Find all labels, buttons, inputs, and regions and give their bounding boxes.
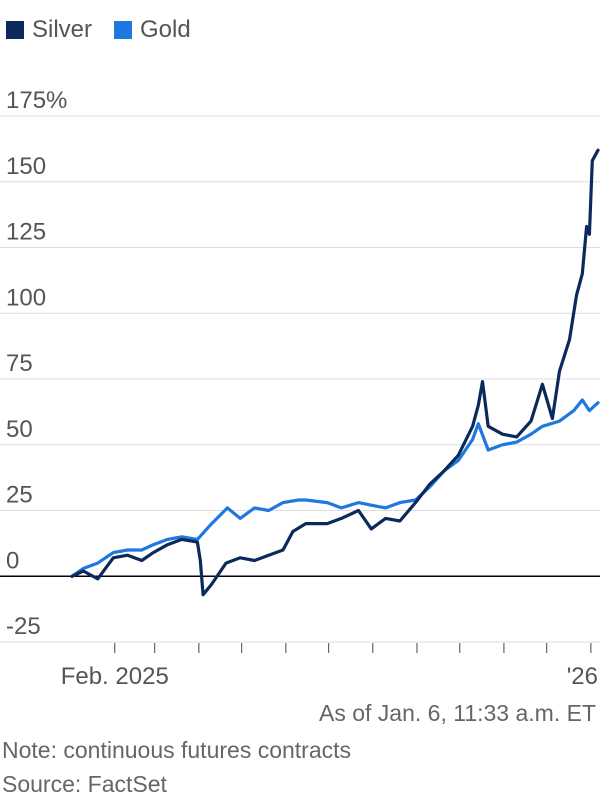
y-tick-label-3: 100 bbox=[6, 284, 46, 311]
chart-legend: Silver Gold bbox=[6, 16, 191, 44]
series-line-silver bbox=[70, 148, 600, 597]
y-tick-label-2: 125 bbox=[6, 219, 46, 246]
y-tick-label-7: 0 bbox=[6, 547, 19, 574]
line-chart: 175% 150 125 100 75 50 25 0 -25 Feb. 2025 '26 bbox=[0, 87, 600, 690]
legend-item-silver: Silver bbox=[6, 16, 92, 44]
as-of-timestamp: As of Jan. 6, 11:33 a.m. ET bbox=[319, 700, 596, 726]
y-tick-label-0: 175% bbox=[6, 87, 67, 114]
series-line-gold bbox=[70, 398, 600, 578]
y-tick-label-4: 75 bbox=[6, 350, 33, 377]
y-tick-label-1: 150 bbox=[6, 153, 46, 180]
legend-swatch-silver bbox=[6, 21, 24, 39]
x-tick-label-1: '26 bbox=[567, 663, 598, 690]
x-tick-label-0: Feb. 2025 bbox=[61, 663, 169, 690]
y-tick-label-6: 25 bbox=[6, 482, 33, 509]
legend-label-silver: Silver bbox=[32, 16, 93, 43]
y-tick-label-5: 50 bbox=[6, 416, 33, 443]
source-text: Source: FactSet bbox=[2, 771, 167, 797]
legend-swatch-gold bbox=[114, 21, 133, 39]
legend-item-gold: Gold bbox=[114, 16, 191, 44]
y-tick-label-8: -25 bbox=[6, 613, 41, 640]
note-text: Note: continuous futures contracts bbox=[2, 737, 352, 763]
legend-label-gold: Gold bbox=[140, 16, 191, 43]
